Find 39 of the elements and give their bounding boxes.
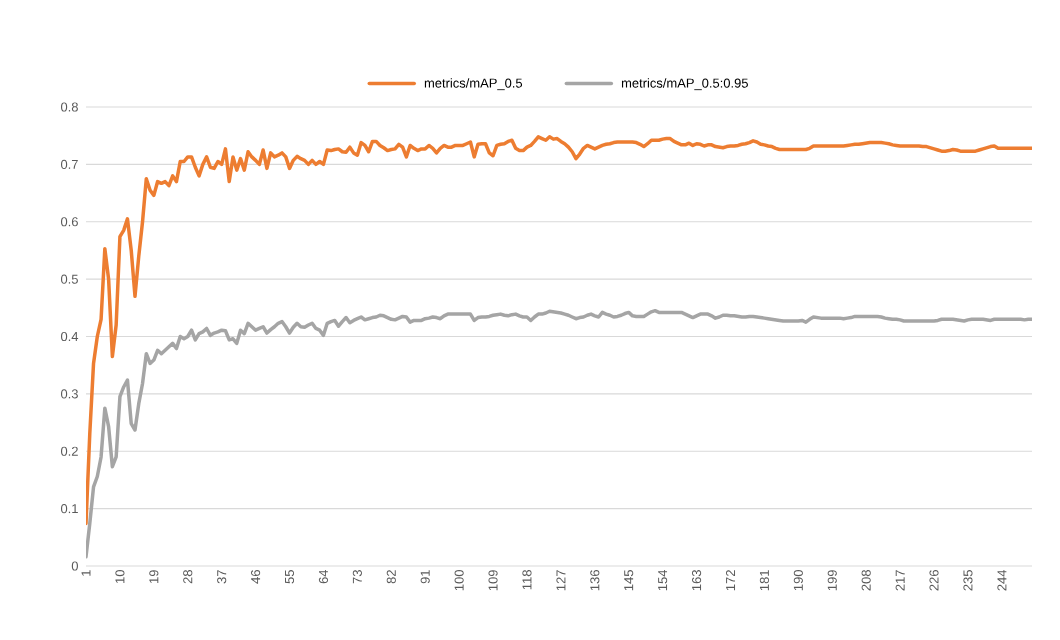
x-tick-label: 127 — [556, 570, 566, 591]
legend-label: metrics/mAP_0.5:0.95 — [621, 78, 748, 91]
x-tick-label: 73 — [352, 570, 362, 584]
x-tick-label: 163 — [691, 570, 702, 591]
x-tick-label: 82 — [386, 570, 396, 584]
y-tick-label: 0.8 — [60, 102, 78, 112]
x-tick-label: 91 — [420, 570, 430, 584]
x-tick-label: 244 — [997, 569, 1007, 591]
x-tick-label: 19 — [149, 570, 159, 583]
y-tick-label: 0.6 — [60, 217, 78, 227]
y-tick-label: 0.4 — [60, 331, 79, 342]
x-tick-label: 172 — [725, 570, 736, 591]
y-tick-label: 0.7 — [60, 159, 78, 169]
x-tick-label: 118 — [522, 570, 532, 590]
y-tick-label: 0.5 — [60, 274, 78, 284]
x-tick-label: 190 — [793, 570, 803, 591]
x-tick-label: 136 — [590, 570, 600, 591]
x-tick-label: 109 — [488, 570, 498, 591]
x-tick-label: 226 — [929, 570, 939, 591]
x-tick-label: 10 — [115, 570, 125, 583]
y-tick-label: 0.1 — [60, 504, 78, 514]
x-tick-label: 181 — [759, 570, 769, 591]
x-tick-label: 100 — [454, 570, 464, 591]
x-tick-label: 199 — [827, 570, 837, 591]
y-tick-label: 0.3 — [60, 389, 78, 399]
x-tick-label: 1 — [81, 570, 91, 576]
x-tick-label: 37 — [217, 570, 227, 584]
legend-label: metrics/mAP_0.5 — [424, 78, 523, 91]
x-tick-label: 64 — [318, 569, 329, 584]
x-tick-label: 46 — [251, 570, 261, 584]
x-tick-label: 28 — [183, 570, 193, 584]
x-tick-label: 217 — [895, 570, 905, 591]
y-tick-label: 0.2 — [60, 446, 78, 456]
x-tick-label: 235 — [963, 570, 973, 591]
y-tick-label: 0 — [71, 561, 78, 571]
x-tick-label: 208 — [861, 570, 871, 591]
x-tick-label: 154 — [658, 569, 668, 591]
x-tick-label: 55 — [285, 570, 295, 584]
x-tick-label: 145 — [624, 570, 634, 591]
